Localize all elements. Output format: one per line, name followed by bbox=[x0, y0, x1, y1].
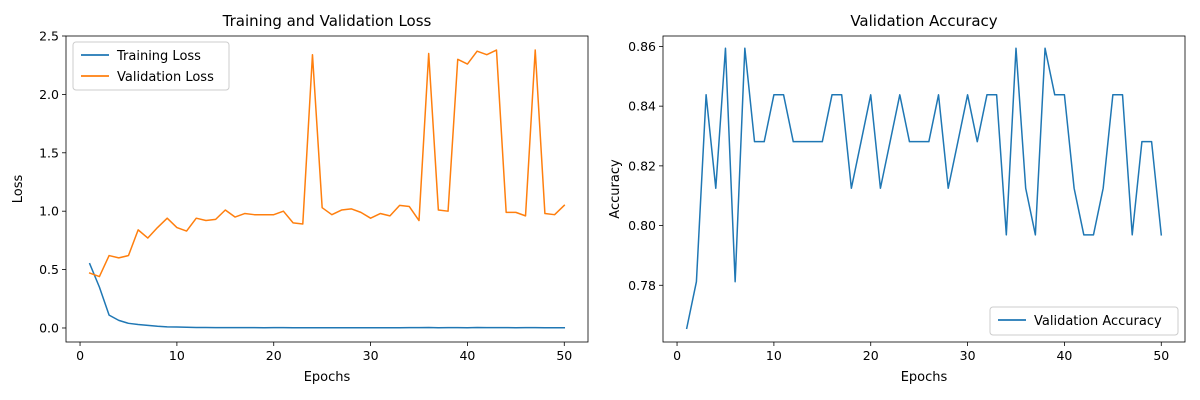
legend-box bbox=[72, 41, 230, 91]
accuracy-chart: Validation Accuracy 0 10 20 30 40 50 0.78 0.80 0.… bbox=[608, 12, 1186, 385]
legend-box bbox=[989, 306, 1179, 336]
x-tick-label: 20 bbox=[863, 348, 879, 363]
y-tick-label: 2.5 bbox=[39, 29, 59, 44]
y-tick-label: 0.80 bbox=[628, 218, 656, 233]
y-tick-label: 2.0 bbox=[39, 87, 59, 102]
y-tick-label: 0.86 bbox=[628, 39, 656, 54]
plot-area bbox=[685, 47, 1163, 330]
y-axis-label: Accuracy bbox=[608, 159, 623, 219]
x-tick-label: 40 bbox=[1056, 348, 1072, 363]
series-line-1 bbox=[88, 262, 566, 329]
axes-frame bbox=[662, 35, 1186, 343]
axes-frame bbox=[65, 35, 589, 343]
y-tick-label: 0.84 bbox=[628, 99, 656, 114]
loss-chart: Training and Validation Loss 0 10 20 30 40 50 0… bbox=[11, 12, 589, 385]
chart-title: Validation Accuracy bbox=[850, 12, 997, 30]
y-tick-label: 1.5 bbox=[39, 145, 59, 160]
x-tick-label: 10 bbox=[169, 348, 185, 363]
chart-title: Training and Validation Loss bbox=[222, 12, 432, 30]
series-line-2 bbox=[88, 49, 566, 278]
y-tick-label: 0.5 bbox=[39, 262, 59, 277]
x-tick-label: 50 bbox=[1153, 348, 1169, 363]
legend-label: Validation Accuracy bbox=[1034, 314, 1162, 329]
legend-label: Training Loss bbox=[116, 49, 201, 64]
plot-area bbox=[88, 49, 566, 329]
legend-label: Validation Loss bbox=[117, 70, 214, 85]
x-tick-label: 40 bbox=[459, 348, 475, 363]
y-axis-label: Loss bbox=[11, 175, 26, 204]
legend: Validation Accuracy bbox=[989, 306, 1179, 336]
x-tick-label: 10 bbox=[766, 348, 782, 363]
x-tick-label: 50 bbox=[556, 348, 572, 363]
x-tick-label: 30 bbox=[363, 348, 379, 363]
y-tick-label: 0.78 bbox=[628, 278, 656, 293]
x-tick-label: 30 bbox=[960, 348, 976, 363]
x-tick-label: 20 bbox=[266, 348, 282, 363]
x-axis-label: Epochs bbox=[304, 370, 351, 385]
x-tick-label: 0 bbox=[76, 348, 84, 363]
legend: Training Loss Validation Loss bbox=[72, 41, 230, 91]
y-tick-label: 0.82 bbox=[628, 158, 656, 173]
x-tick-label: 0 bbox=[673, 348, 681, 363]
y-tick-label: 1.0 bbox=[39, 204, 59, 219]
x-axis-label: Epochs bbox=[901, 370, 948, 385]
series-line-1 bbox=[685, 47, 1163, 330]
y-tick-label: 0.0 bbox=[39, 320, 59, 335]
